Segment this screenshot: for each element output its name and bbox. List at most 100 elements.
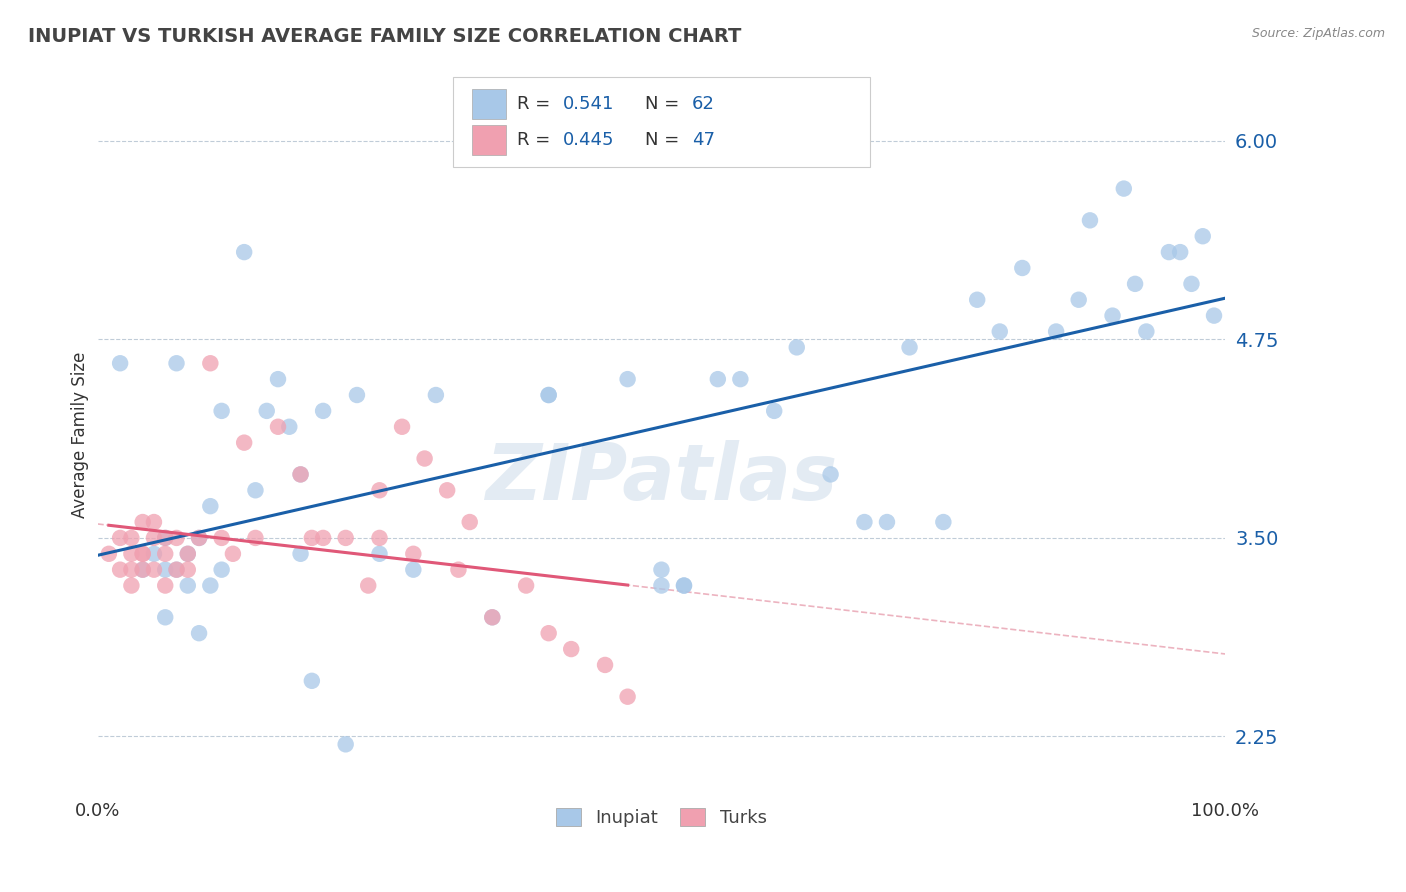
Bar: [472, 89, 506, 119]
Point: [932, 515, 955, 529]
Point: [200, 499, 222, 513]
Point: [593, 657, 616, 672]
Text: 62: 62: [692, 95, 714, 113]
Point: [537, 626, 560, 640]
FancyBboxPatch shape: [453, 78, 870, 167]
Point: [177, 578, 200, 592]
Point: [560, 642, 582, 657]
Text: R =: R =: [517, 131, 557, 149]
Point: [1045, 325, 1067, 339]
Point: [458, 515, 481, 529]
Point: [346, 388, 368, 402]
Point: [120, 531, 142, 545]
Point: [108, 356, 131, 370]
Point: [481, 610, 503, 624]
Point: [1112, 181, 1135, 195]
Point: [97, 547, 120, 561]
Point: [1191, 229, 1213, 244]
Point: [672, 578, 695, 592]
Point: [211, 563, 233, 577]
Point: [966, 293, 988, 307]
Point: [1180, 277, 1202, 291]
Point: [1135, 325, 1157, 339]
Point: [707, 372, 730, 386]
Text: ZIPatlas: ZIPatlas: [485, 440, 838, 516]
Point: [898, 340, 921, 354]
Point: [188, 531, 211, 545]
Point: [143, 515, 166, 529]
Point: [131, 547, 153, 561]
Point: [108, 563, 131, 577]
Point: [368, 531, 391, 545]
Point: [447, 563, 470, 577]
Point: [245, 531, 267, 545]
Point: [166, 356, 188, 370]
Point: [1168, 245, 1191, 260]
Text: Source: ZipAtlas.com: Source: ZipAtlas.com: [1251, 27, 1385, 40]
Point: [650, 563, 672, 577]
Text: INUPIAT VS TURKISH AVERAGE FAMILY SIZE CORRELATION CHART: INUPIAT VS TURKISH AVERAGE FAMILY SIZE C…: [28, 27, 741, 45]
Point: [131, 547, 153, 561]
Point: [188, 626, 211, 640]
Point: [155, 563, 177, 577]
Point: [876, 515, 898, 529]
Point: [120, 578, 142, 592]
Point: [143, 531, 166, 545]
Point: [672, 578, 695, 592]
Point: [155, 531, 177, 545]
Point: [222, 547, 245, 561]
Point: [108, 531, 131, 545]
Point: [786, 340, 808, 354]
Point: [301, 531, 323, 545]
Point: [155, 578, 177, 592]
Point: [1202, 309, 1225, 323]
Point: [177, 547, 200, 561]
Point: [290, 467, 312, 482]
Point: [368, 547, 391, 561]
Point: [211, 531, 233, 545]
Point: [425, 388, 447, 402]
Text: 0.541: 0.541: [564, 95, 614, 113]
Text: R =: R =: [517, 95, 557, 113]
Point: [211, 404, 233, 418]
Point: [290, 467, 312, 482]
Point: [267, 419, 290, 434]
Point: [166, 563, 188, 577]
Point: [256, 404, 278, 418]
Point: [120, 547, 142, 561]
Point: [368, 483, 391, 498]
Point: [515, 578, 537, 592]
Point: [177, 563, 200, 577]
Point: [988, 325, 1011, 339]
Point: [155, 610, 177, 624]
Point: [820, 467, 842, 482]
Point: [1078, 213, 1101, 227]
Point: [120, 563, 142, 577]
Text: N =: N =: [644, 95, 685, 113]
Point: [1067, 293, 1090, 307]
Point: [278, 419, 301, 434]
Point: [188, 531, 211, 545]
Point: [312, 404, 335, 418]
Point: [155, 531, 177, 545]
Point: [1011, 260, 1033, 275]
Point: [650, 578, 672, 592]
Point: [853, 515, 876, 529]
Point: [413, 451, 436, 466]
Point: [200, 356, 222, 370]
Point: [245, 483, 267, 498]
Point: [177, 547, 200, 561]
Point: [143, 563, 166, 577]
Text: 0.445: 0.445: [564, 131, 614, 149]
Point: [730, 372, 752, 386]
Point: [537, 388, 560, 402]
Legend: Inupiat, Turks: Inupiat, Turks: [548, 801, 775, 834]
Point: [391, 419, 413, 434]
Point: [290, 547, 312, 561]
Point: [301, 673, 323, 688]
Point: [312, 531, 335, 545]
Point: [131, 515, 153, 529]
Point: [537, 388, 560, 402]
Point: [402, 547, 425, 561]
Point: [335, 737, 357, 751]
